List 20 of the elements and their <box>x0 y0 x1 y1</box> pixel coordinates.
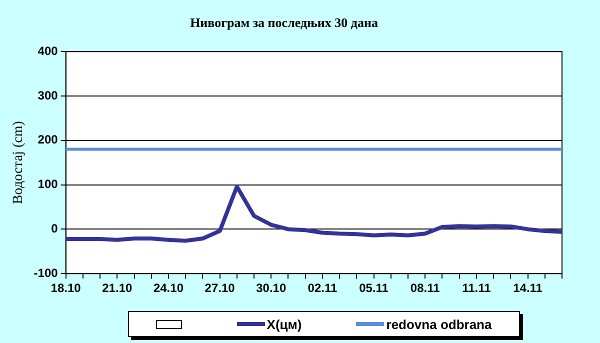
x-tick-label: 14.11 <box>513 281 543 296</box>
y-tick-label: 100 <box>38 177 58 192</box>
x-tick-label: 05.11 <box>359 281 389 296</box>
x-tick-label: 02.11 <box>308 281 338 296</box>
x-tick-label: 18.10 <box>50 281 82 296</box>
x-tick-label: 27.10 <box>204 281 236 296</box>
legend-label: X(цм) <box>266 316 302 332</box>
chart-title: Нивограм за последњих 30 дана <box>190 15 378 30</box>
y-tick-label: 0 <box>51 222 58 236</box>
x-tick-label: 08.11 <box>410 281 440 296</box>
y-tick-label: 200 <box>38 132 58 147</box>
y-tick-label: 300 <box>38 88 58 102</box>
x-tick-label: 21.10 <box>102 281 132 296</box>
y-tick-label: -100 <box>34 266 58 280</box>
x-tick-label: 11.11 <box>462 281 492 296</box>
y-tick-label: 400 <box>38 44 58 58</box>
y-axis-title: Водостај (cm) <box>11 120 26 204</box>
x-tick-label: 24.10 <box>153 281 184 296</box>
legend-label: redovna odbrana <box>386 316 492 332</box>
x-tick-label: 30.10 <box>256 281 286 296</box>
